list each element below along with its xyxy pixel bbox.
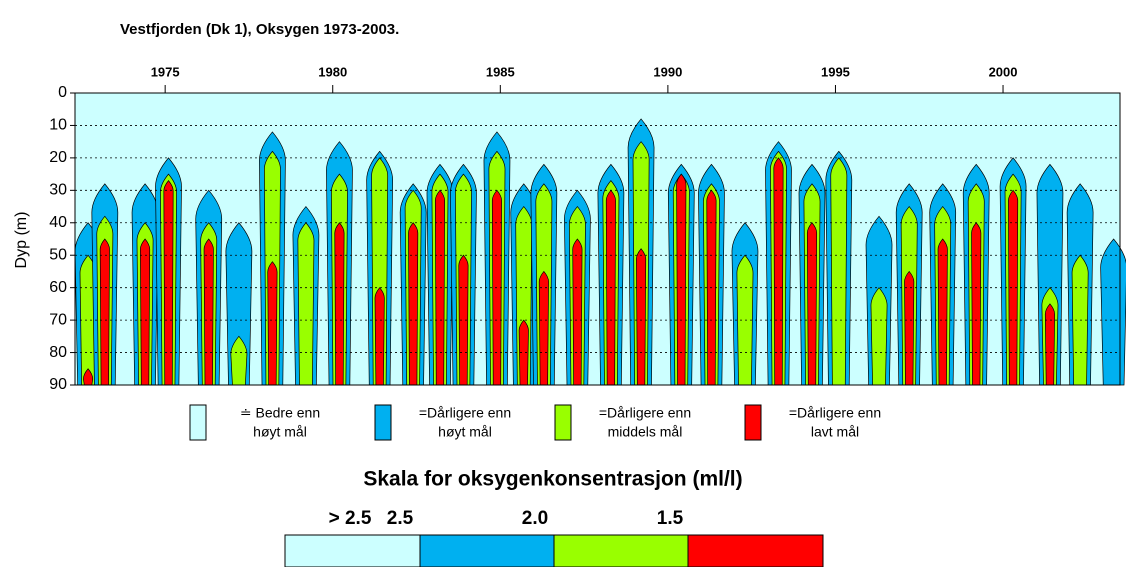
legend-swatch xyxy=(554,404,572,441)
contour-region xyxy=(773,157,784,386)
contour-region xyxy=(806,222,818,386)
y-axis-label: Dyp (m) xyxy=(13,212,30,269)
contour-region xyxy=(971,222,982,386)
contour-region xyxy=(140,238,151,386)
scale-title: Skala for oksygenkonsentrasjon (ml/l) xyxy=(363,468,742,491)
legend-swatch xyxy=(744,404,762,441)
scale-label: 2.0 xyxy=(522,508,548,529)
y-tick-label: 80 xyxy=(49,344,67,361)
contour-region xyxy=(636,248,647,386)
x-tick-label: 1975 xyxy=(151,64,180,79)
contour-region xyxy=(99,238,110,386)
contour-region xyxy=(408,222,419,386)
x-tick-label: 1980 xyxy=(318,64,347,79)
contour-region xyxy=(572,238,583,386)
y-tick-label: 10 xyxy=(49,117,67,134)
y-tick-label: 90 xyxy=(49,376,67,393)
contour-region xyxy=(937,238,948,386)
scale-swatch xyxy=(284,534,421,567)
contour-region xyxy=(830,157,848,386)
chart-title: Vestfjorden (Dk 1), Oksygen 1973-2003. xyxy=(120,21,399,38)
legend-swatch xyxy=(374,404,392,441)
contour-region xyxy=(676,173,687,386)
contour-region xyxy=(374,287,385,386)
contour-region xyxy=(334,222,345,386)
x-tick-label: 1995 xyxy=(821,64,850,79)
scale-swatch xyxy=(419,534,555,567)
y-tick-label: 50 xyxy=(49,246,67,263)
y-tick-label: 60 xyxy=(49,279,67,296)
legend-label: =Dårligere enn xyxy=(599,405,691,421)
y-tick-label: 70 xyxy=(49,311,67,328)
legend-label: =Dårligere enn xyxy=(419,405,511,421)
contour-region xyxy=(203,238,214,386)
y-tick-label: 20 xyxy=(49,149,67,166)
contour-region xyxy=(163,180,174,386)
legend-label: høyt mål xyxy=(253,424,307,440)
contour-region xyxy=(1044,303,1055,386)
plot-border xyxy=(74,92,1121,386)
y-tick-label: 0 xyxy=(58,84,67,101)
legend-label: middels mål xyxy=(608,424,683,440)
x-tick-label: 2000 xyxy=(989,64,1018,79)
contour-region xyxy=(1100,238,1126,386)
y-tick-label: 30 xyxy=(49,182,67,199)
legend-label: høyt mål xyxy=(438,424,492,440)
scale-swatch xyxy=(553,534,689,567)
x-tick-label: 1990 xyxy=(653,64,682,79)
legend-label: lavt mål xyxy=(811,424,859,440)
legend-label: =Dårligere enn xyxy=(789,405,881,421)
legend-swatch xyxy=(189,404,207,441)
contour-region xyxy=(297,222,315,386)
scale-label: 1.5 xyxy=(657,508,684,529)
contour-region xyxy=(904,270,915,386)
x-tick-label: 1985 xyxy=(486,64,515,79)
y-tick-label: 40 xyxy=(49,214,67,231)
contour-region xyxy=(267,261,278,386)
scale-swatch xyxy=(687,534,824,567)
scale-label: 2.5 xyxy=(387,508,414,529)
scale-label: > 2.5 xyxy=(329,508,372,529)
contour-region xyxy=(538,270,549,386)
legend-label: ≐ Bedre enn xyxy=(240,405,320,421)
contour-region xyxy=(870,287,888,386)
